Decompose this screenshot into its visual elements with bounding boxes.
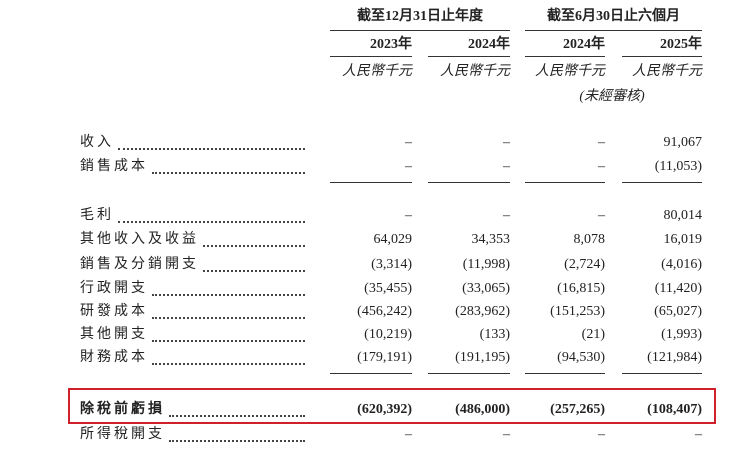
leader-dots [118,148,305,150]
rule [428,182,510,183]
row-label: 銷售成本 [80,159,148,174]
cell-value: (94,530) [557,350,605,365]
row-label: 其他開支 [80,327,148,342]
cell-value: (11,420) [654,281,702,296]
group-header: 截至12月31日止年度 [357,9,483,24]
year-header: 2024年 [468,37,510,52]
leader-dots [152,294,305,296]
leader-dots [118,221,305,223]
row-label: 其他收入及收益 [80,232,199,247]
row-label: 毛利 [80,208,114,223]
unit-header: 人民幣千元 [535,64,605,79]
row-label: 研發成本 [80,304,148,319]
cell-value: (10,219) [364,327,412,342]
rule [428,56,510,57]
unit-header: 人民幣千元 [342,64,412,79]
unit-header: 人民幣千元 [632,64,702,79]
cell-value: 34,353 [471,232,511,247]
cell-value: (257,265) [550,402,605,417]
leader-dots [152,363,305,365]
cell-value: – [598,159,605,174]
cell-value: – [503,135,510,150]
cell-value: (2,724) [564,257,605,272]
rule [525,373,605,374]
cell-value: – [503,427,510,442]
cell-value: (33,065) [462,281,510,296]
rule [525,182,605,183]
leader-dots [169,415,305,417]
cell-value: (283,962) [455,304,510,319]
unit-header: 人民幣千元 [440,64,510,79]
cell-value: (11,998) [462,257,510,272]
cell-value: 16,019 [663,232,703,247]
cell-value: (151,253) [550,304,605,319]
cell-value: (16,815) [557,281,605,296]
rule [330,56,412,57]
year-header: 2023年 [370,37,412,52]
cell-value: 80,014 [663,208,703,223]
cell-value: – [405,135,412,150]
row-label: 銷售及分銷開支 [80,257,199,272]
row-label: 行政開支 [80,281,148,296]
cell-value: – [598,208,605,223]
leader-dots [169,440,305,442]
cell-value: (3,314) [371,257,412,272]
row-label: 財務成本 [80,350,148,365]
cell-value: (65,027) [654,304,702,319]
cell-value: (121,984) [647,350,702,365]
cell-value: (4,016) [661,257,702,272]
cell-value: (456,242) [357,304,412,319]
leader-dots [203,270,305,272]
leader-dots [152,172,305,174]
leader-dots [152,317,305,319]
rule [330,182,412,183]
cell-value: – [598,135,605,150]
cell-value: (191,195) [455,350,510,365]
cell-value: (108,407) [647,402,702,417]
cell-value: (179,191) [357,350,412,365]
cell-value: (620,392) [357,402,412,417]
unaudited-note: (未經審核) [579,89,645,104]
cell-value: (133) [479,327,510,342]
rule [622,56,702,57]
cell-value: – [405,208,412,223]
year-header: 2024年 [563,37,605,52]
row-label: 收入 [80,135,114,150]
rule [525,30,702,31]
rule [622,373,702,374]
cell-value: (35,455) [364,281,412,296]
rule [330,30,510,31]
cell-value: – [503,159,510,174]
cell-value: (486,000) [455,402,510,417]
cell-value: – [503,208,510,223]
cell-value: – [598,427,605,442]
rule [428,373,510,374]
group-header: 截至6月30日止六個月 [547,9,680,24]
row-label: 除稅前虧損 [80,402,165,417]
cell-value: 8,078 [573,232,606,247]
cell-value: – [405,427,412,442]
cell-value: (1,993) [661,327,702,342]
cell-value: (21) [581,327,605,342]
cell-value: – [405,159,412,174]
leader-dots [152,340,305,342]
cell-value: 91,067 [663,135,703,150]
cell-value: 64,029 [373,232,413,247]
cell-value: (11,053) [654,159,702,174]
year-header: 2025年 [660,37,702,52]
leader-dots [203,245,305,247]
row-label: 所得稅開支 [80,427,165,442]
rule [525,56,605,57]
rule [622,182,702,183]
highlight-box [68,388,716,424]
cell-value: – [695,427,702,442]
rule [330,373,412,374]
